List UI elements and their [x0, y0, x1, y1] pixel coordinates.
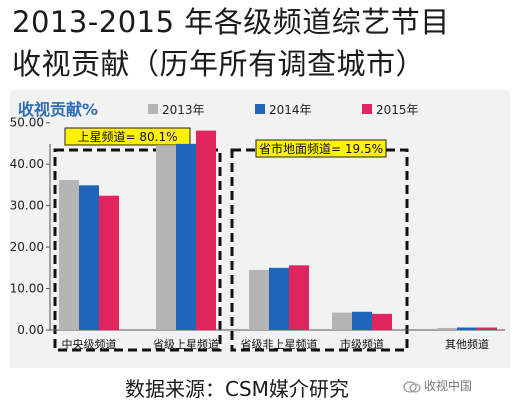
y-tick-label: 10.00	[10, 282, 44, 296]
data-source: 数据来源：CSM媒介研究	[125, 377, 349, 401]
x-tick-label: 省级上星频道	[153, 337, 219, 351]
bar-1-4	[457, 327, 477, 330]
annotation-label-1: 省市地面频道= 19.5%	[259, 141, 383, 156]
annotation-box-0	[53, 148, 222, 352]
watermark: 收视中国	[403, 377, 472, 394]
x-tick-label: 其他频道	[445, 337, 489, 351]
page-title-line2: 收视贡献（历年所有调查城市）	[12, 47, 426, 81]
y-tick-label: 50.00	[10, 116, 44, 130]
legend-label-2: 2015年	[376, 103, 419, 117]
bar-2-0	[99, 195, 119, 330]
x-tick-label: 中央级频道	[62, 337, 117, 351]
y-tick-label: 0.00	[17, 323, 44, 337]
bar-2-1	[196, 130, 216, 330]
chart: 收视贡献% 2013年 2014年 2015年 上星频道= 80.1% 省市地面频道=…	[10, 90, 510, 368]
legend-label-0: 2013年	[162, 103, 205, 117]
annotations: 上星频道= 80.1% 省市地面频道= 19.5%	[53, 127, 409, 352]
bar-0-3	[332, 312, 352, 330]
x-tick-label: 省级非上星频道	[241, 337, 318, 351]
y-axis-label: 收视贡献%	[18, 100, 98, 119]
bar-0-1	[156, 145, 176, 330]
wechat-logo-icon	[403, 380, 421, 393]
watermark-text: 收视中国	[424, 379, 473, 393]
bar-1-0	[79, 185, 99, 330]
annotation-label-0: 上星频道= 80.1%	[78, 130, 178, 144]
annotation-label-bg-1	[255, 139, 387, 158]
bar-1-1	[176, 143, 196, 330]
bar-2-4	[477, 327, 497, 330]
annotation-label-bg-0	[64, 127, 191, 146]
bar-1-2	[269, 267, 289, 330]
y-axis: 0.00 10.00 20.00 30.00 40.00 50.00	[10, 116, 505, 337]
bar-0-2	[249, 269, 269, 330]
bar-0-0	[59, 179, 79, 330]
y-tick-label: 30.00	[10, 199, 44, 213]
y-tick-label: 20.00	[10, 240, 44, 254]
legend-swatch-2	[362, 104, 372, 114]
bar-2-3	[372, 313, 392, 330]
legend: 2013年 2014年 2015年	[148, 103, 419, 117]
y-tick-label: 40.00	[10, 157, 44, 171]
legend-swatch-1	[255, 104, 265, 114]
page-title-line1: 2013-2015 年各级频道综艺节目	[12, 5, 450, 39]
bar-2-2	[289, 265, 309, 330]
bars	[59, 130, 497, 330]
bar-1-3	[352, 311, 372, 330]
bar-0-4	[437, 327, 457, 330]
x-axis-labels: 中央级频道 省级上星频道 省级非上星频道 市级频道 其他频道	[62, 337, 490, 351]
legend-swatch-0	[148, 104, 158, 114]
legend-label-1: 2014年	[269, 103, 312, 117]
x-tick-label: 市级频道	[340, 337, 384, 351]
